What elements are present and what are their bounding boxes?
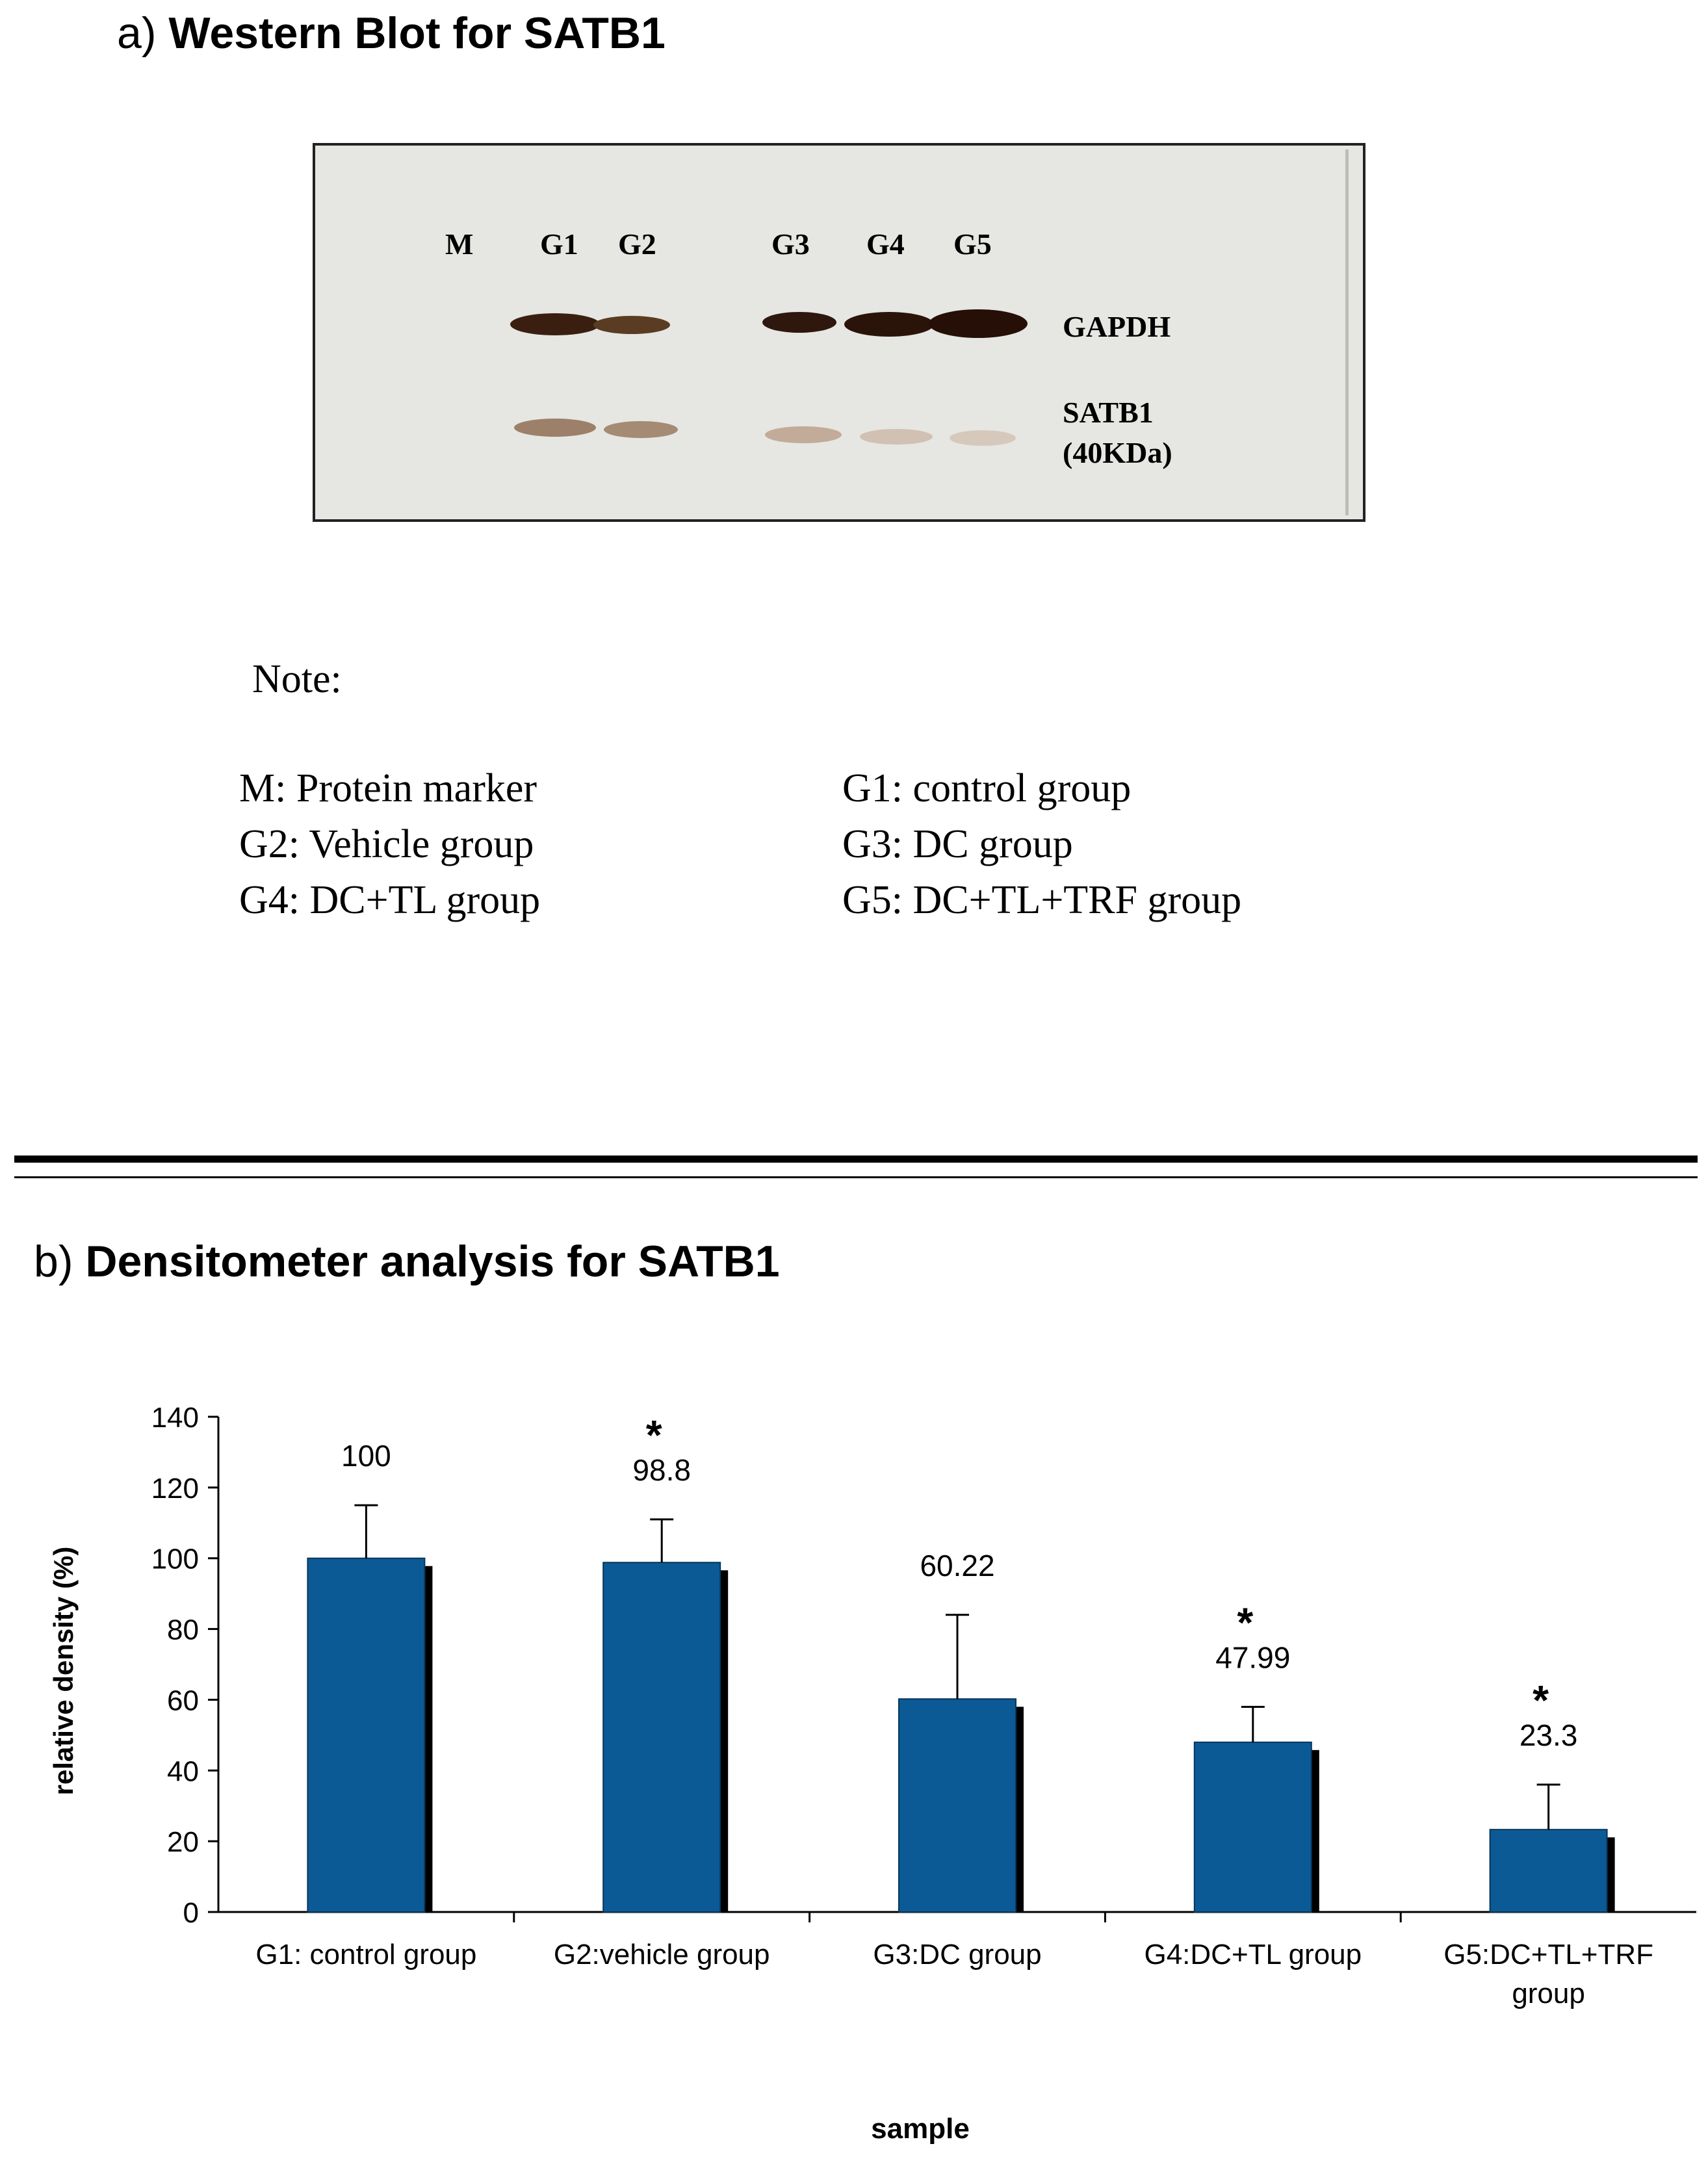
panel-a-title: Western Blot for SATB1: [168, 8, 666, 58]
satb1-band-g3: [765, 426, 842, 443]
significance-star: *: [1533, 1677, 1549, 1724]
note-item-g2: G2: Vehicle group: [239, 822, 534, 866]
x-tick-label: G1: control group: [255, 1939, 476, 1970]
bar: [898, 1698, 1016, 1913]
x-tick-label: G3:DC group: [873, 1939, 1041, 1970]
panel-b-title: Densitometer analysis for SATB1: [85, 1237, 780, 1286]
lane-label-g3: G3: [771, 227, 810, 261]
y-axis-title: relative density (%): [48, 1547, 79, 1796]
y-tick-label: 0: [183, 1897, 199, 1929]
lane-label-g5: G5: [953, 227, 992, 261]
satb1-band-g2: [604, 421, 678, 438]
note-heading: Note:: [252, 657, 342, 701]
gapdh-band-g2: [593, 316, 670, 334]
y-tick-label: 120: [151, 1473, 199, 1505]
y-tick-label: 80: [167, 1614, 199, 1646]
x-tick-label: G4:DC+TL group: [1144, 1939, 1362, 1970]
protein-label-satb1: SATB1: [1063, 396, 1154, 429]
satb1-band-g5: [950, 430, 1016, 446]
bar: [307, 1557, 426, 1913]
gapdh-band-g5: [929, 309, 1028, 338]
note-item-g4: G4: DC+TL group: [239, 878, 541, 922]
gapdh-band-g1: [510, 313, 600, 335]
x-tick-label: group: [1512, 1978, 1585, 2009]
x-tick-label: G5:DC+TL+TRF: [1443, 1939, 1653, 1970]
significance-star: *: [1237, 1599, 1253, 1646]
value-label: 47.99: [1215, 1640, 1290, 1674]
bar: [1489, 1829, 1608, 1913]
y-tick-label: 20: [167, 1826, 199, 1858]
bar: [602, 1562, 721, 1913]
panel-a-prefix: a): [117, 8, 157, 58]
gapdh-band-g4: [844, 312, 934, 337]
value-label: 98.8: [632, 1453, 691, 1487]
lane-label-m: M: [445, 227, 474, 261]
note-item-g1: G1: control group: [842, 766, 1132, 810]
x-axis-title: sample: [871, 2113, 970, 2145]
value-label: 100: [341, 1439, 391, 1473]
panel-a-heading: a) Western Blot for SATB1: [117, 8, 666, 58]
value-label: 60.22: [920, 1549, 994, 1582]
note-item-g5: G5: DC+TL+TRF group: [842, 878, 1242, 922]
densitometer-bar-chart: 0 20 40 60 80 100 120 140 relative density (%) sa…: [48, 1402, 1696, 2145]
bar: [1193, 1741, 1312, 1913]
x-tick-label: G2:vehicle group: [554, 1939, 770, 1970]
gapdh-band-g3: [762, 312, 836, 333]
lane-label-g4: G4: [866, 227, 905, 261]
y-tick-label: 100: [151, 1543, 199, 1575]
y-tick-label: 140: [151, 1402, 199, 1434]
satb1-band-g4: [860, 429, 933, 445]
protein-label-gapdh: GAPDH: [1063, 310, 1171, 343]
blot-edge: [1345, 149, 1349, 515]
divider-thin: [14, 1176, 1698, 1178]
lane-label-g2: G2: [618, 227, 656, 261]
significance-star: *: [646, 1412, 662, 1458]
panel-b-prefix: b): [34, 1237, 73, 1286]
western-blot-image: M G1 G2 G3 G4 G5 GAPDH SATB1 (40KDa): [313, 143, 1365, 522]
note-item-marker: M: Protein marker: [239, 766, 537, 810]
y-tick-label: 40: [167, 1755, 199, 1787]
divider-thick: [14, 1156, 1698, 1163]
satb1-band-g1: [514, 419, 596, 437]
y-tick-label: 60: [167, 1685, 199, 1716]
note-item-g3: G3: DC group: [842, 822, 1073, 866]
panel-b-heading: b) Densitometer analysis for SATB1: [34, 1236, 780, 1287]
protein-label-size: (40KDa): [1063, 436, 1172, 469]
value-label: 23.3: [1520, 1718, 1578, 1752]
lane-label-g1: G1: [540, 227, 578, 261]
